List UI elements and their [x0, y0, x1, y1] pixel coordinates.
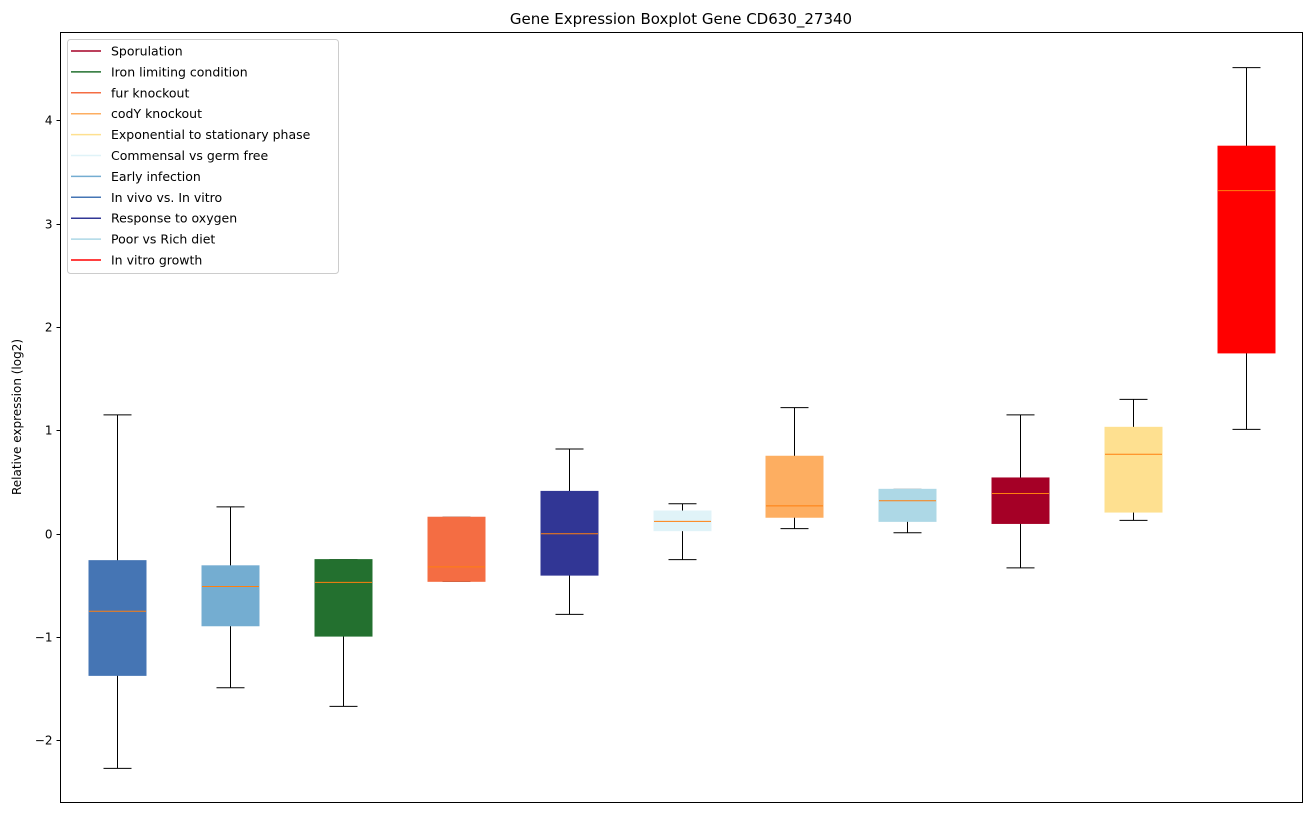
chart-title: Gene Expression Boxplot Gene CD630_27340	[510, 10, 852, 29]
legend-label: Exponential to stationary phase	[111, 127, 311, 142]
box-group	[1104, 398, 1163, 521]
legend-item: fur knockout	[71, 85, 189, 100]
y-tick-label: 4	[45, 114, 53, 128]
legend-label: In vivo vs. In vitro	[111, 190, 222, 205]
box	[878, 488, 937, 522]
y-tick-label: 0	[45, 528, 53, 542]
y-axis-label: Relative expression (log2)	[10, 339, 24, 495]
box-group	[653, 503, 712, 561]
box	[201, 565, 260, 627]
legend-item: Commensal vs germ free	[71, 148, 268, 163]
box-group	[991, 414, 1050, 569]
legend-label: Early infection	[111, 169, 201, 184]
box-group	[88, 414, 147, 769]
plot-area-frame	[60, 32, 1303, 803]
legend-item: In vivo vs. In vitro	[71, 190, 222, 205]
y-tick-label: −1	[35, 631, 53, 645]
y-tick-label: 2	[45, 321, 53, 335]
box	[427, 516, 486, 582]
legend-frame	[67, 39, 339, 274]
box	[1104, 426, 1163, 513]
legend-item: Exponential to stationary phase	[71, 127, 311, 142]
box-group	[314, 559, 373, 707]
box	[765, 455, 824, 518]
box-group	[878, 488, 937, 534]
legend-item: Response to oxygen	[71, 211, 237, 226]
box-group	[427, 516, 486, 582]
legend-item: Poor vs Rich diet	[71, 232, 215, 247]
legend-label: Sporulation	[111, 44, 183, 59]
legend-label: Poor vs Rich diet	[111, 232, 215, 247]
box	[540, 490, 599, 576]
legend-item: Iron limiting condition	[71, 64, 248, 79]
legend-label: codY knockout	[111, 106, 202, 121]
legend-item: Early infection	[71, 169, 201, 184]
legend-label: Commensal vs germ free	[111, 148, 268, 163]
legend-item: codY knockout	[71, 106, 202, 121]
legend: Sporulation Iron limiting condition fur kn…	[67, 39, 339, 274]
box	[88, 560, 147, 676]
legend-item: Sporulation	[71, 44, 183, 59]
box-group	[540, 448, 599, 615]
legend-label: Response to oxygen	[111, 211, 237, 226]
y-tick-label: −2	[35, 734, 53, 748]
y-tick-label: 1	[45, 424, 53, 438]
legend-item: In vitro growth	[71, 253, 202, 268]
box-group	[765, 407, 824, 530]
box	[653, 510, 712, 532]
box	[991, 477, 1050, 524]
legend-label: fur knockout	[111, 85, 189, 100]
box-group	[1217, 67, 1276, 430]
box-group	[201, 506, 260, 689]
legend-label: Iron limiting condition	[111, 64, 248, 79]
box	[1217, 145, 1276, 354]
y-tick-label: 3	[45, 218, 53, 232]
legend-label: In vitro growth	[111, 253, 202, 268]
box	[314, 559, 373, 637]
